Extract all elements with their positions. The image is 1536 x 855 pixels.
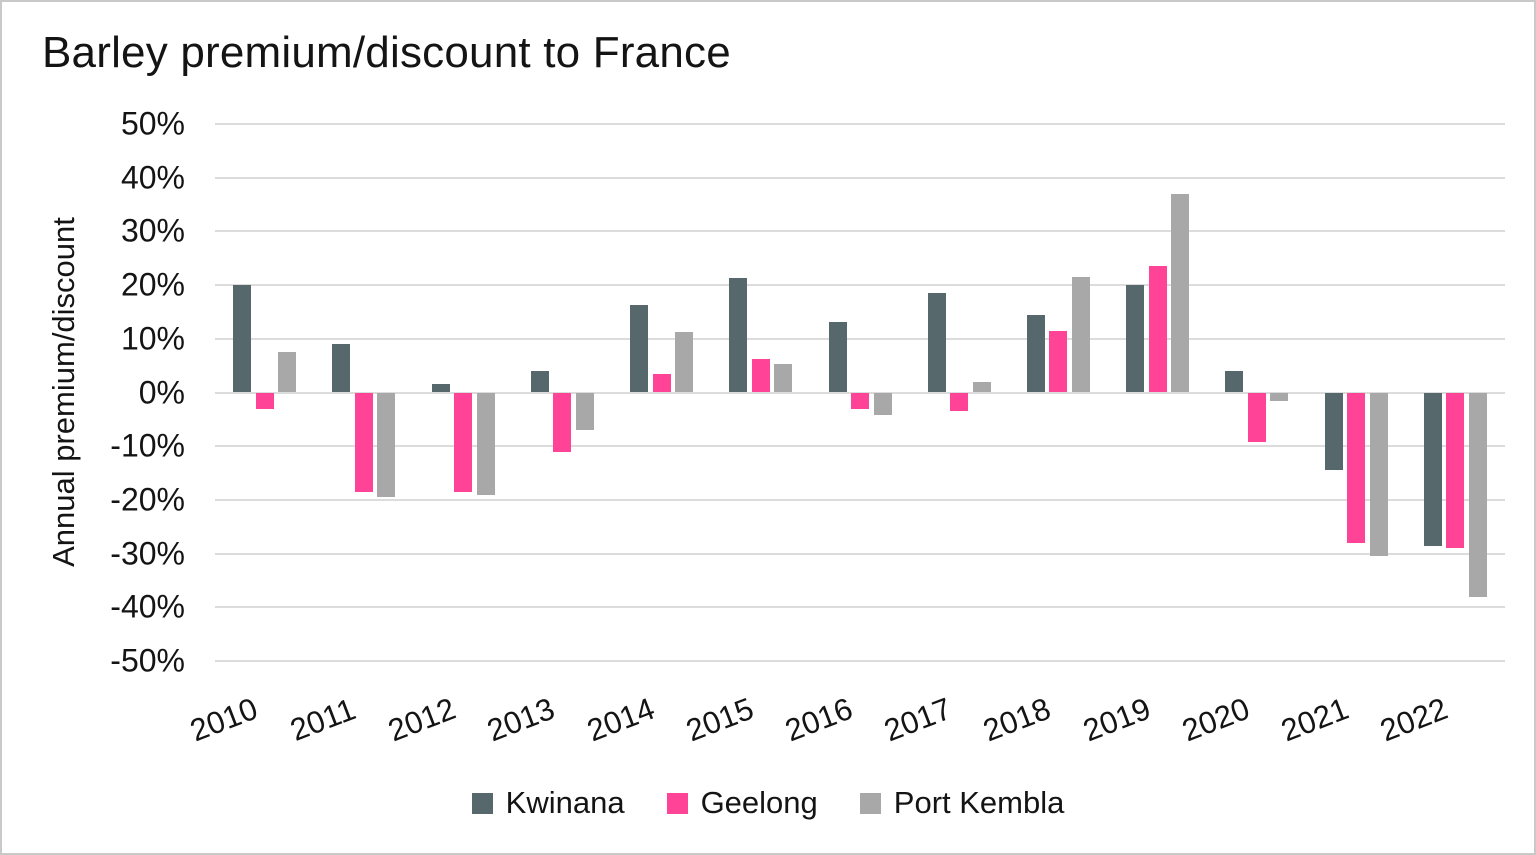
gridline-40	[215, 176, 1505, 179]
gridline--20	[215, 498, 1505, 501]
y-tick-label--10: -10%	[110, 427, 185, 464]
x-tick-label-2015: 2015	[681, 690, 759, 749]
legend-label-geelong: Geelong	[700, 785, 818, 820]
bar-geelong-2018	[1049, 330, 1068, 393]
legend-swatch-geelong	[666, 792, 688, 814]
bar-geelong-2017	[950, 392, 969, 412]
bar-port-kembla-2011	[377, 392, 396, 498]
y-tick-label--50: -50%	[110, 642, 185, 679]
bar-geelong-2010	[255, 392, 274, 409]
y-tick-label-50: 50%	[120, 105, 185, 142]
bar-port-kembla-2014	[675, 331, 694, 393]
gridline-20	[215, 284, 1505, 287]
bar-port-kembla-2013	[575, 392, 594, 431]
bar-port-kembla-2012	[476, 392, 495, 495]
bar-geelong-2012	[454, 392, 473, 492]
gridline--50	[215, 660, 1505, 662]
y-tick-label-0: 0%	[138, 374, 185, 410]
bar-port-kembla-2018	[1071, 277, 1090, 393]
legend-label-port-kembla: Port Kembla	[893, 785, 1065, 820]
legend-item-port-kembla: Port Kembla	[859, 785, 1065, 821]
bar-geelong-2016	[851, 392, 869, 409]
y-tick-label-40: 40%	[120, 159, 185, 196]
bar-geelong-2020	[1247, 392, 1266, 442]
legend-item-geelong: Geelong	[666, 785, 818, 821]
bar-kwinana-2010	[233, 285, 252, 393]
bar-port-kembla-2016	[873, 392, 892, 416]
bar-geelong-2011	[354, 392, 373, 492]
gridline--10	[215, 445, 1505, 448]
bar-kwinana-2011	[332, 344, 351, 393]
legend-item-kwinana: Kwinana	[471, 785, 625, 821]
y-tick-label--20: -20%	[110, 481, 185, 518]
legend-swatch-port-kembla	[859, 792, 881, 814]
bar-kwinana-2018	[1026, 314, 1045, 393]
x-tick-label-2013: 2013	[482, 690, 560, 749]
x-tick-label-2016: 2016	[780, 690, 858, 749]
bar-kwinana-2022	[1423, 392, 1442, 546]
bar-kwinana-2020	[1225, 371, 1244, 393]
y-tick-label-20: 20%	[120, 266, 185, 303]
plot-area	[215, 123, 1505, 662]
bar-geelong-2014	[652, 373, 671, 393]
bar-geelong-2019	[1148, 266, 1167, 393]
bar-kwinana-2014	[630, 304, 649, 393]
x-tick-label-2019: 2019	[1078, 690, 1155, 749]
legend-label-kwinana: Kwinana	[505, 785, 625, 820]
bar-kwinana-2019	[1126, 285, 1145, 393]
bar-port-kembla-2019	[1171, 193, 1190, 393]
bar-port-kembla-2010	[278, 352, 297, 393]
bar-kwinana-2013	[530, 371, 549, 393]
x-tick-label-2017: 2017	[879, 690, 957, 749]
legend-swatch-kwinana	[471, 792, 493, 814]
x-tick-label-2012: 2012	[383, 690, 461, 749]
x-tick-label-2011: 2011	[285, 691, 361, 748]
bar-port-kembla-2017	[972, 381, 991, 393]
x-tick-label-2021: 2021	[1276, 690, 1354, 749]
bar-port-kembla-2015	[774, 364, 793, 393]
x-tick-label-2018: 2018	[978, 690, 1056, 749]
x-tick-label-2022: 2022	[1375, 690, 1453, 749]
bar-kwinana-2017	[927, 293, 946, 393]
bar-kwinana-2016	[828, 321, 847, 393]
bar-port-kembla-2022	[1468, 392, 1487, 597]
gridline-10	[215, 337, 1505, 340]
bar-kwinana-2021	[1324, 392, 1343, 471]
bar-geelong-2013	[553, 392, 572, 452]
y-tick-label-30: 30%	[120, 212, 185, 249]
y-tick-label--30: -30%	[110, 535, 185, 572]
chart-title: Barley premium/discount to France	[42, 28, 731, 77]
bar-geelong-2022	[1446, 392, 1465, 549]
gridline-30	[215, 230, 1505, 233]
gridline-50	[215, 123, 1505, 125]
x-tick-label-2020: 2020	[1177, 690, 1255, 749]
legend: Kwinana Geelong Port Kembla	[2, 785, 1534, 821]
bar-port-kembla-2021	[1369, 392, 1388, 557]
gridline--30	[215, 552, 1505, 555]
bar-kwinana-2015	[729, 278, 748, 393]
y-tick-label--40: -40%	[110, 588, 185, 625]
x-tick-label-2010: 2010	[184, 690, 262, 749]
gridline--40	[215, 606, 1505, 609]
bar-geelong-2015	[751, 358, 770, 393]
bar-port-kembla-2020	[1270, 392, 1289, 401]
y-tick-label-10: 10%	[120, 320, 185, 357]
bar-kwinana-2012	[431, 384, 450, 393]
bar-geelong-2021	[1347, 392, 1366, 543]
x-tick-label-2014: 2014	[581, 690, 659, 749]
